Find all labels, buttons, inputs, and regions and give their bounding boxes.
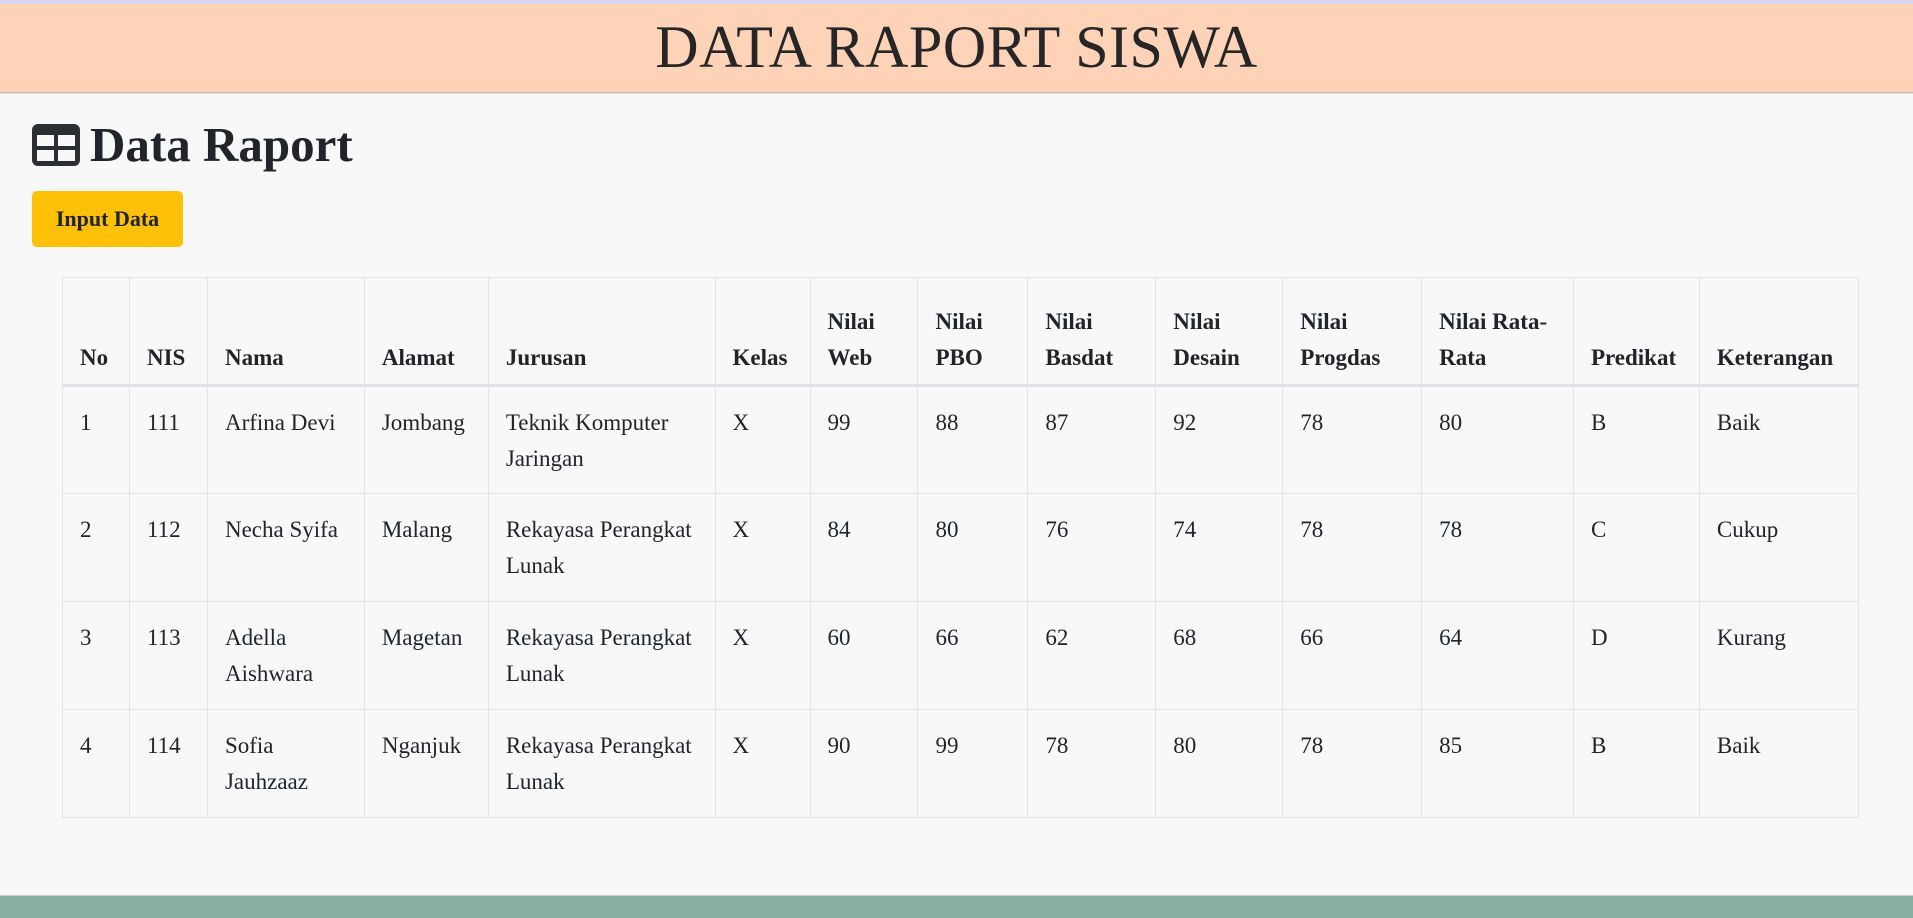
cell-no: 4 — [62, 709, 130, 818]
cell-no: 3 — [62, 601, 130, 710]
table-row: 2 112 Necha Syifa Malang Rekayasa Perang… — [62, 493, 1860, 602]
cell-kelas: X — [714, 385, 811, 494]
page-header: DATA RAPORT SISWA — [0, 4, 1913, 93]
cell-predikat: C — [1572, 493, 1700, 602]
cell-nis: 114 — [128, 709, 208, 818]
page-title: DATA RAPORT SISWA — [655, 13, 1258, 80]
section-heading: Data Raport — [32, 116, 353, 173]
top-strip — [0, 0, 1913, 4]
cell-nilai-basdat: 76 — [1027, 493, 1157, 602]
cell-predikat: B — [1572, 709, 1700, 818]
table-icon — [32, 123, 80, 166]
cell-nis: 113 — [128, 601, 208, 710]
cell-nis: 111 — [128, 385, 208, 494]
column-header: Nilai Web — [809, 277, 919, 387]
column-header: Alamat — [363, 277, 489, 387]
cell-nilai-pbo: 66 — [917, 601, 1029, 710]
table-header-row: No NIS Nama Alamat Jurusan Kelas Nilai W… — [62, 277, 1860, 387]
cell-nama: Necha Syifa — [206, 493, 365, 602]
cell-keterangan: Baik — [1698, 385, 1860, 494]
cell-nilai-rata-rata: 64 — [1421, 601, 1574, 710]
cell-nilai-pbo: 88 — [917, 385, 1029, 494]
cell-nilai-web: 90 — [809, 709, 919, 818]
cell-nilai-desain: 74 — [1155, 493, 1284, 602]
cell-alamat: Malang — [363, 493, 489, 602]
column-header: Kelas — [714, 277, 811, 387]
cell-nilai-web: 99 — [809, 385, 919, 494]
cell-nis: 112 — [128, 493, 208, 602]
cell-nama: Arfina Devi — [206, 385, 365, 494]
cell-alamat: Nganjuk — [363, 709, 489, 818]
cell-nilai-web: 60 — [809, 601, 919, 710]
cell-nilai-rata-rata: 80 — [1421, 385, 1574, 494]
cell-no: 1 — [62, 385, 130, 494]
cell-nilai-progdas: 78 — [1282, 493, 1423, 602]
cell-kelas: X — [714, 601, 811, 710]
column-header: Jurusan — [487, 277, 716, 387]
cell-jurusan: Rekayasa Perangkat Lunak — [487, 493, 716, 602]
cell-nilai-desain: 80 — [1155, 709, 1284, 818]
column-header: NIS — [128, 277, 208, 387]
cell-kelas: X — [714, 493, 811, 602]
column-header: Keterangan — [1698, 277, 1860, 387]
cell-jurusan: Teknik Komputer Jaringan — [487, 385, 716, 494]
cell-nilai-basdat: 78 — [1027, 709, 1157, 818]
cell-nilai-progdas: 78 — [1282, 385, 1423, 494]
cell-nilai-progdas: 78 — [1282, 709, 1423, 818]
cell-kelas: X — [714, 709, 811, 818]
cell-nilai-basdat: 62 — [1027, 601, 1157, 710]
cell-keterangan: Kurang — [1698, 601, 1860, 710]
column-header: No — [62, 277, 130, 387]
cell-nilai-web: 84 — [809, 493, 919, 602]
column-header: Nama — [206, 277, 365, 387]
section-title: Data Raport — [90, 117, 353, 172]
cell-jurusan: Rekayasa Perangkat Lunak — [487, 709, 716, 818]
cell-nama: Sofia Jauhzaaz — [206, 709, 365, 818]
column-header: Nilai Rata-Rata — [1421, 277, 1574, 387]
input-data-button[interactable]: Input Data — [32, 191, 183, 247]
cell-jurusan: Rekayasa Perangkat Lunak — [487, 601, 716, 710]
cell-nilai-desain: 92 — [1155, 385, 1284, 494]
column-header: Nilai Desain — [1155, 277, 1284, 387]
cell-nilai-rata-rata: 85 — [1421, 709, 1574, 818]
raport-table: No NIS Nama Alamat Jurusan Kelas Nilai W… — [62, 277, 1860, 818]
cell-nama: Adella Aishwara — [206, 601, 365, 710]
content-panel: Data Raport Input Data No NIS Nama Alama… — [0, 93, 1913, 896]
cell-nilai-rata-rata: 78 — [1421, 493, 1574, 602]
cell-predikat: D — [1572, 601, 1700, 710]
column-header: Nilai Basdat — [1027, 277, 1157, 387]
table-row: 3 113 Adella Aishwara Magetan Rekayasa P… — [62, 601, 1860, 710]
cell-nilai-progdas: 66 — [1282, 601, 1423, 710]
cell-nilai-pbo: 80 — [917, 493, 1029, 602]
table-row: 1 111 Arfina Devi Jombang Teknik Kompute… — [62, 385, 1860, 494]
table-row: 4 114 Sofia Jauhzaaz Nganjuk Rekayasa Pe… — [62, 709, 1860, 818]
cell-keterangan: Baik — [1698, 709, 1860, 818]
cell-alamat: Jombang — [363, 385, 489, 494]
cell-nilai-pbo: 99 — [917, 709, 1029, 818]
cell-predikat: B — [1572, 385, 1700, 494]
column-header: Nilai Progdas — [1282, 277, 1423, 387]
cell-alamat: Magetan — [363, 601, 489, 710]
column-header: Predikat — [1572, 277, 1700, 387]
cell-no: 2 — [62, 493, 130, 602]
cell-nilai-desain: 68 — [1155, 601, 1284, 710]
cell-keterangan: Cukup — [1698, 493, 1860, 602]
cell-nilai-basdat: 87 — [1027, 385, 1157, 494]
column-header: Nilai PBO — [917, 277, 1029, 387]
